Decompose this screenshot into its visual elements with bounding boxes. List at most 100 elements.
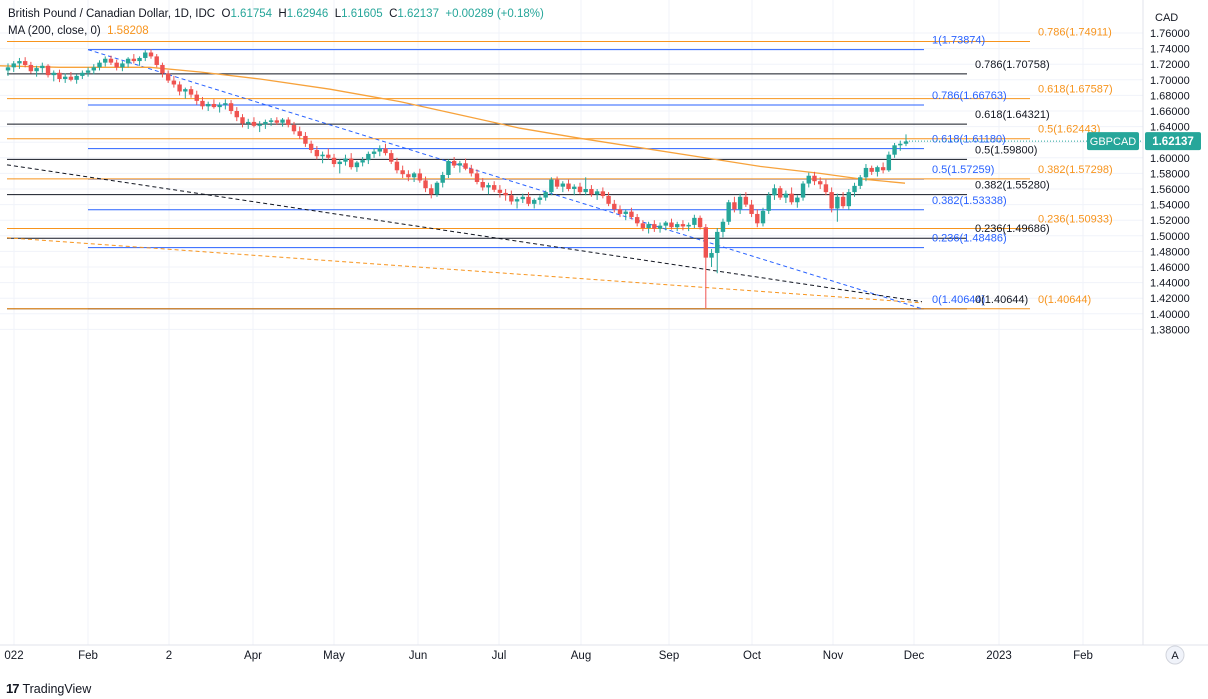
candle[interactable] [686,222,691,232]
candle[interactable] [228,100,234,115]
candle[interactable] [486,182,491,195]
candle[interactable] [720,218,726,238]
candle[interactable] [474,169,480,185]
candle[interactable] [892,142,897,158]
candle[interactable] [383,143,388,156]
candle[interactable] [154,54,159,68]
candle[interactable] [223,99,228,110]
candle[interactable] [463,158,468,171]
candle[interactable] [51,70,56,82]
candle[interactable] [331,153,337,168]
candle[interactable] [326,148,331,160]
candle[interactable] [417,168,423,183]
candle[interactable] [274,117,280,126]
candle[interactable] [389,150,394,165]
candle[interactable] [715,228,720,274]
candle[interactable] [795,195,800,208]
candle[interactable] [400,165,405,179]
candle[interactable] [583,177,588,196]
candle[interactable] [880,162,886,174]
candle[interactable] [526,192,531,207]
candle[interactable] [131,54,137,64]
candle[interactable] [394,157,400,174]
candle[interactable] [103,56,108,67]
candle[interactable] [251,117,257,128]
candle[interactable] [520,193,525,204]
ma-label[interactable]: MA (200, close, 0) [8,25,101,37]
candle[interactable] [143,50,148,62]
candle[interactable] [286,117,291,128]
candle[interactable] [777,185,783,200]
candle[interactable] [783,190,789,204]
candle[interactable] [85,67,91,77]
candle[interactable] [57,69,62,83]
candle[interactable] [5,63,11,76]
candle[interactable] [549,177,554,196]
candle[interactable] [240,114,245,128]
candle[interactable] [554,176,560,189]
candle[interactable] [898,140,903,151]
candle[interactable] [320,151,325,164]
candle[interactable] [303,132,308,147]
candle[interactable] [812,171,817,186]
candle[interactable] [840,192,846,209]
candle[interactable] [669,218,674,230]
candle[interactable] [108,55,114,65]
candle[interactable] [257,121,262,133]
candle[interactable] [91,64,96,75]
candle[interactable] [337,159,342,174]
candle[interactable] [451,157,457,168]
candle[interactable] [640,220,646,232]
candle[interactable] [612,199,617,213]
candle[interactable] [22,57,28,68]
candle[interactable] [429,184,434,199]
candle[interactable] [594,189,600,200]
candle[interactable] [737,193,743,214]
candle[interactable] [858,174,863,189]
candle[interactable] [657,222,663,233]
candle[interactable] [497,185,503,198]
candle[interactable] [772,184,777,200]
candle[interactable] [11,61,16,72]
candle[interactable] [440,171,445,188]
auto-scale-button[interactable]: A [1165,645,1185,665]
candle[interactable] [366,151,371,165]
candle[interactable] [291,121,297,135]
candle[interactable] [732,196,737,213]
candle[interactable] [743,192,749,207]
candle[interactable] [308,140,314,154]
candle[interactable] [697,215,703,230]
candle[interactable] [28,61,34,74]
candle[interactable] [789,187,794,205]
candle[interactable] [343,154,348,166]
candle[interactable] [646,221,651,234]
tradingview-footer[interactable]: 17 TradingView [6,681,91,696]
candle[interactable] [863,164,869,182]
candle[interactable] [148,49,154,59]
candle[interactable] [572,184,577,196]
candle[interactable] [125,57,131,68]
candle[interactable] [188,86,194,98]
candle[interactable] [183,87,188,99]
candle[interactable] [875,165,880,177]
candle[interactable] [171,75,177,88]
candle[interactable] [537,195,543,205]
symbol-tag[interactable] [1087,132,1139,151]
candle[interactable] [62,73,68,83]
candle[interactable] [886,151,892,172]
candle[interactable] [709,249,714,267]
candle[interactable] [514,196,520,209]
candle[interactable] [17,57,22,69]
candle[interactable] [371,148,377,158]
candle[interactable] [469,164,474,177]
candle[interactable] [532,198,537,209]
symbol-title[interactable]: British Pound / Canadian Dollar, 1D, IDC [8,8,216,20]
candle[interactable] [823,179,829,196]
candle[interactable] [280,118,285,127]
candle[interactable] [205,101,211,111]
candle[interactable] [354,160,360,172]
candle[interactable] [675,221,680,232]
candle[interactable] [606,192,611,207]
candle[interactable] [406,170,411,182]
